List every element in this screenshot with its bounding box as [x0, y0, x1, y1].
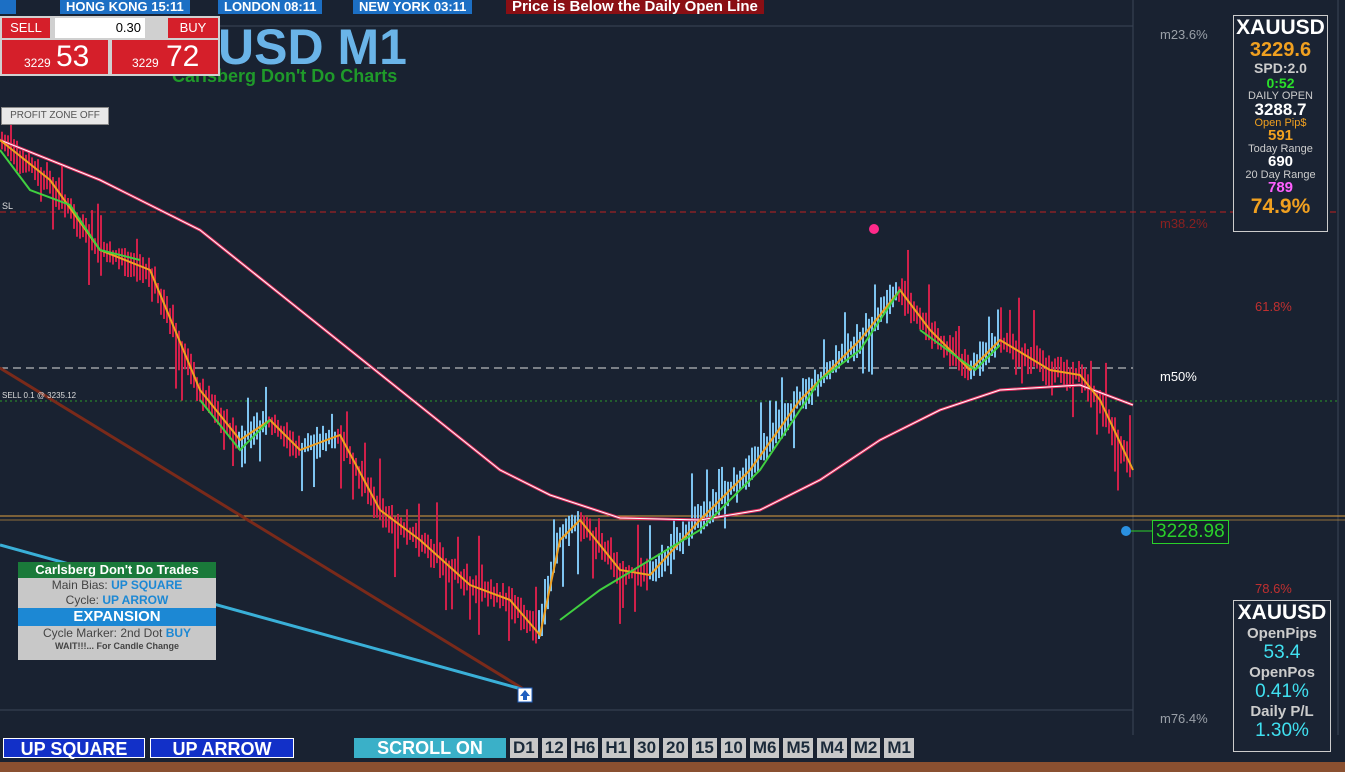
- buy-button[interactable]: BUY: [168, 18, 218, 38]
- trade-panel: SELL 0.30 BUY 3229 53 3229 72: [0, 16, 220, 76]
- signal-panel: Carlsberg Don't Do Trades Main Bias: UP …: [18, 562, 216, 660]
- profit-zone-button[interactable]: PROFIT ZONE OFF: [1, 107, 109, 125]
- signal-title: Carlsberg Don't Do Trades: [18, 562, 216, 578]
- timeframe-button[interactable]: M5: [783, 738, 814, 758]
- value: 53.4: [1263, 642, 1301, 663]
- timeframe-button[interactable]: 12: [541, 738, 567, 758]
- value: 0.41%: [1255, 681, 1309, 702]
- timeframe-button[interactable]: M6: [749, 738, 780, 758]
- bid-big: 3229: [24, 56, 51, 70]
- state: EXPANSION: [18, 608, 216, 626]
- timeframe-button[interactable]: 10: [720, 738, 746, 758]
- fib-label: 61.8%: [1255, 299, 1292, 314]
- price: 3229.6: [1249, 39, 1312, 61]
- timeframe-button[interactable]: 15: [691, 738, 717, 758]
- label: DAILY OPEN: [1247, 90, 1313, 102]
- info-panel: XAUUSD 3229.6 SPD:2.0 0:52 DAILY OPEN 32…: [1233, 15, 1328, 232]
- timeframe-button[interactable]: M2: [850, 738, 881, 758]
- order-label: SELL 0.1 @ 3235.12: [2, 391, 77, 400]
- sl-label: SL: [2, 201, 14, 211]
- wait: WAIT!!!... For Candle Change: [55, 641, 179, 651]
- spread: SPD:2.0: [1254, 60, 1307, 76]
- bid-box[interactable]: 3229 53: [2, 40, 108, 74]
- bias: UP SQUARE: [111, 578, 183, 592]
- alert: Price is Below the Daily Open Line: [506, 0, 764, 14]
- timeframe-button[interactable]: H1: [602, 738, 631, 758]
- label: Cycle:: [65, 593, 99, 607]
- symbol: XAUUSD: [1237, 601, 1327, 624]
- subtitle: Carlsberg Don't Do Charts: [172, 66, 398, 86]
- timeframe-button[interactable]: D1: [510, 738, 538, 758]
- open-pips: 591: [1267, 127, 1294, 144]
- timeframe-button[interactable]: 30: [634, 738, 660, 758]
- session: HONG KONG 15:11: [60, 0, 190, 14]
- price-label: 3228.98: [1152, 520, 1229, 544]
- label: Daily P/L: [1250, 703, 1314, 720]
- timeframe-button[interactable]: H6: [570, 738, 599, 758]
- timeframe-button[interactable]: 20: [663, 738, 688, 758]
- daily-open: 3288.7: [1254, 100, 1307, 119]
- fib-label: m50%: [1160, 369, 1197, 384]
- fib-label: m38.2%: [1160, 216, 1208, 231]
- label: Main Bias:: [51, 578, 108, 592]
- pl-panel: XAUUSD OpenPips 53.4 OpenPos 0.41% Daily…: [1233, 600, 1331, 752]
- label: 20 Day Range: [1245, 169, 1316, 181]
- ask-big: 3229: [132, 56, 159, 70]
- label: Cycle Marker: 2nd Dot: [42, 626, 163, 640]
- scroll-button[interactable]: SCROLL ON: [354, 738, 506, 758]
- fib-label: m23.6%: [1160, 27, 1208, 42]
- value: 1.30%: [1255, 720, 1309, 741]
- timeframe-button[interactable]: M1: [884, 738, 914, 758]
- label: OpenPos: [1249, 664, 1315, 681]
- today-range: 690: [1267, 153, 1294, 170]
- symbol: XAUUSD: [1236, 16, 1325, 39]
- sell-button[interactable]: SELL: [2, 18, 50, 38]
- label: Today Range: [1248, 143, 1313, 155]
- fib-label: 78.6%: [1255, 581, 1292, 596]
- bias-button[interactable]: UP SQUARE: [3, 738, 145, 759]
- label: OpenPips: [1246, 625, 1317, 642]
- bid-small: 53: [56, 40, 90, 73]
- range-20: 789: [1267, 179, 1294, 196]
- label: Open Pip$: [1254, 117, 1307, 129]
- session: NEW YORK 03:11: [353, 0, 473, 14]
- ratio: 74.9%: [1250, 195, 1311, 218]
- timeframe-button[interactable]: M4: [817, 738, 847, 758]
- cycle-button[interactable]: UP ARROW: [150, 738, 294, 759]
- session: LONDON 08:11: [218, 0, 323, 14]
- ask-box[interactable]: 3229 72: [112, 40, 218, 74]
- timer: 0:52: [1266, 75, 1295, 91]
- ask-small: 72: [166, 40, 200, 73]
- lot-input[interactable]: 0.30: [55, 18, 145, 38]
- cycle: UP ARROW: [102, 593, 169, 607]
- fib-label: m76.4%: [1160, 711, 1208, 726]
- marker: BUY: [165, 626, 192, 640]
- title: USD M1: [218, 19, 407, 75]
